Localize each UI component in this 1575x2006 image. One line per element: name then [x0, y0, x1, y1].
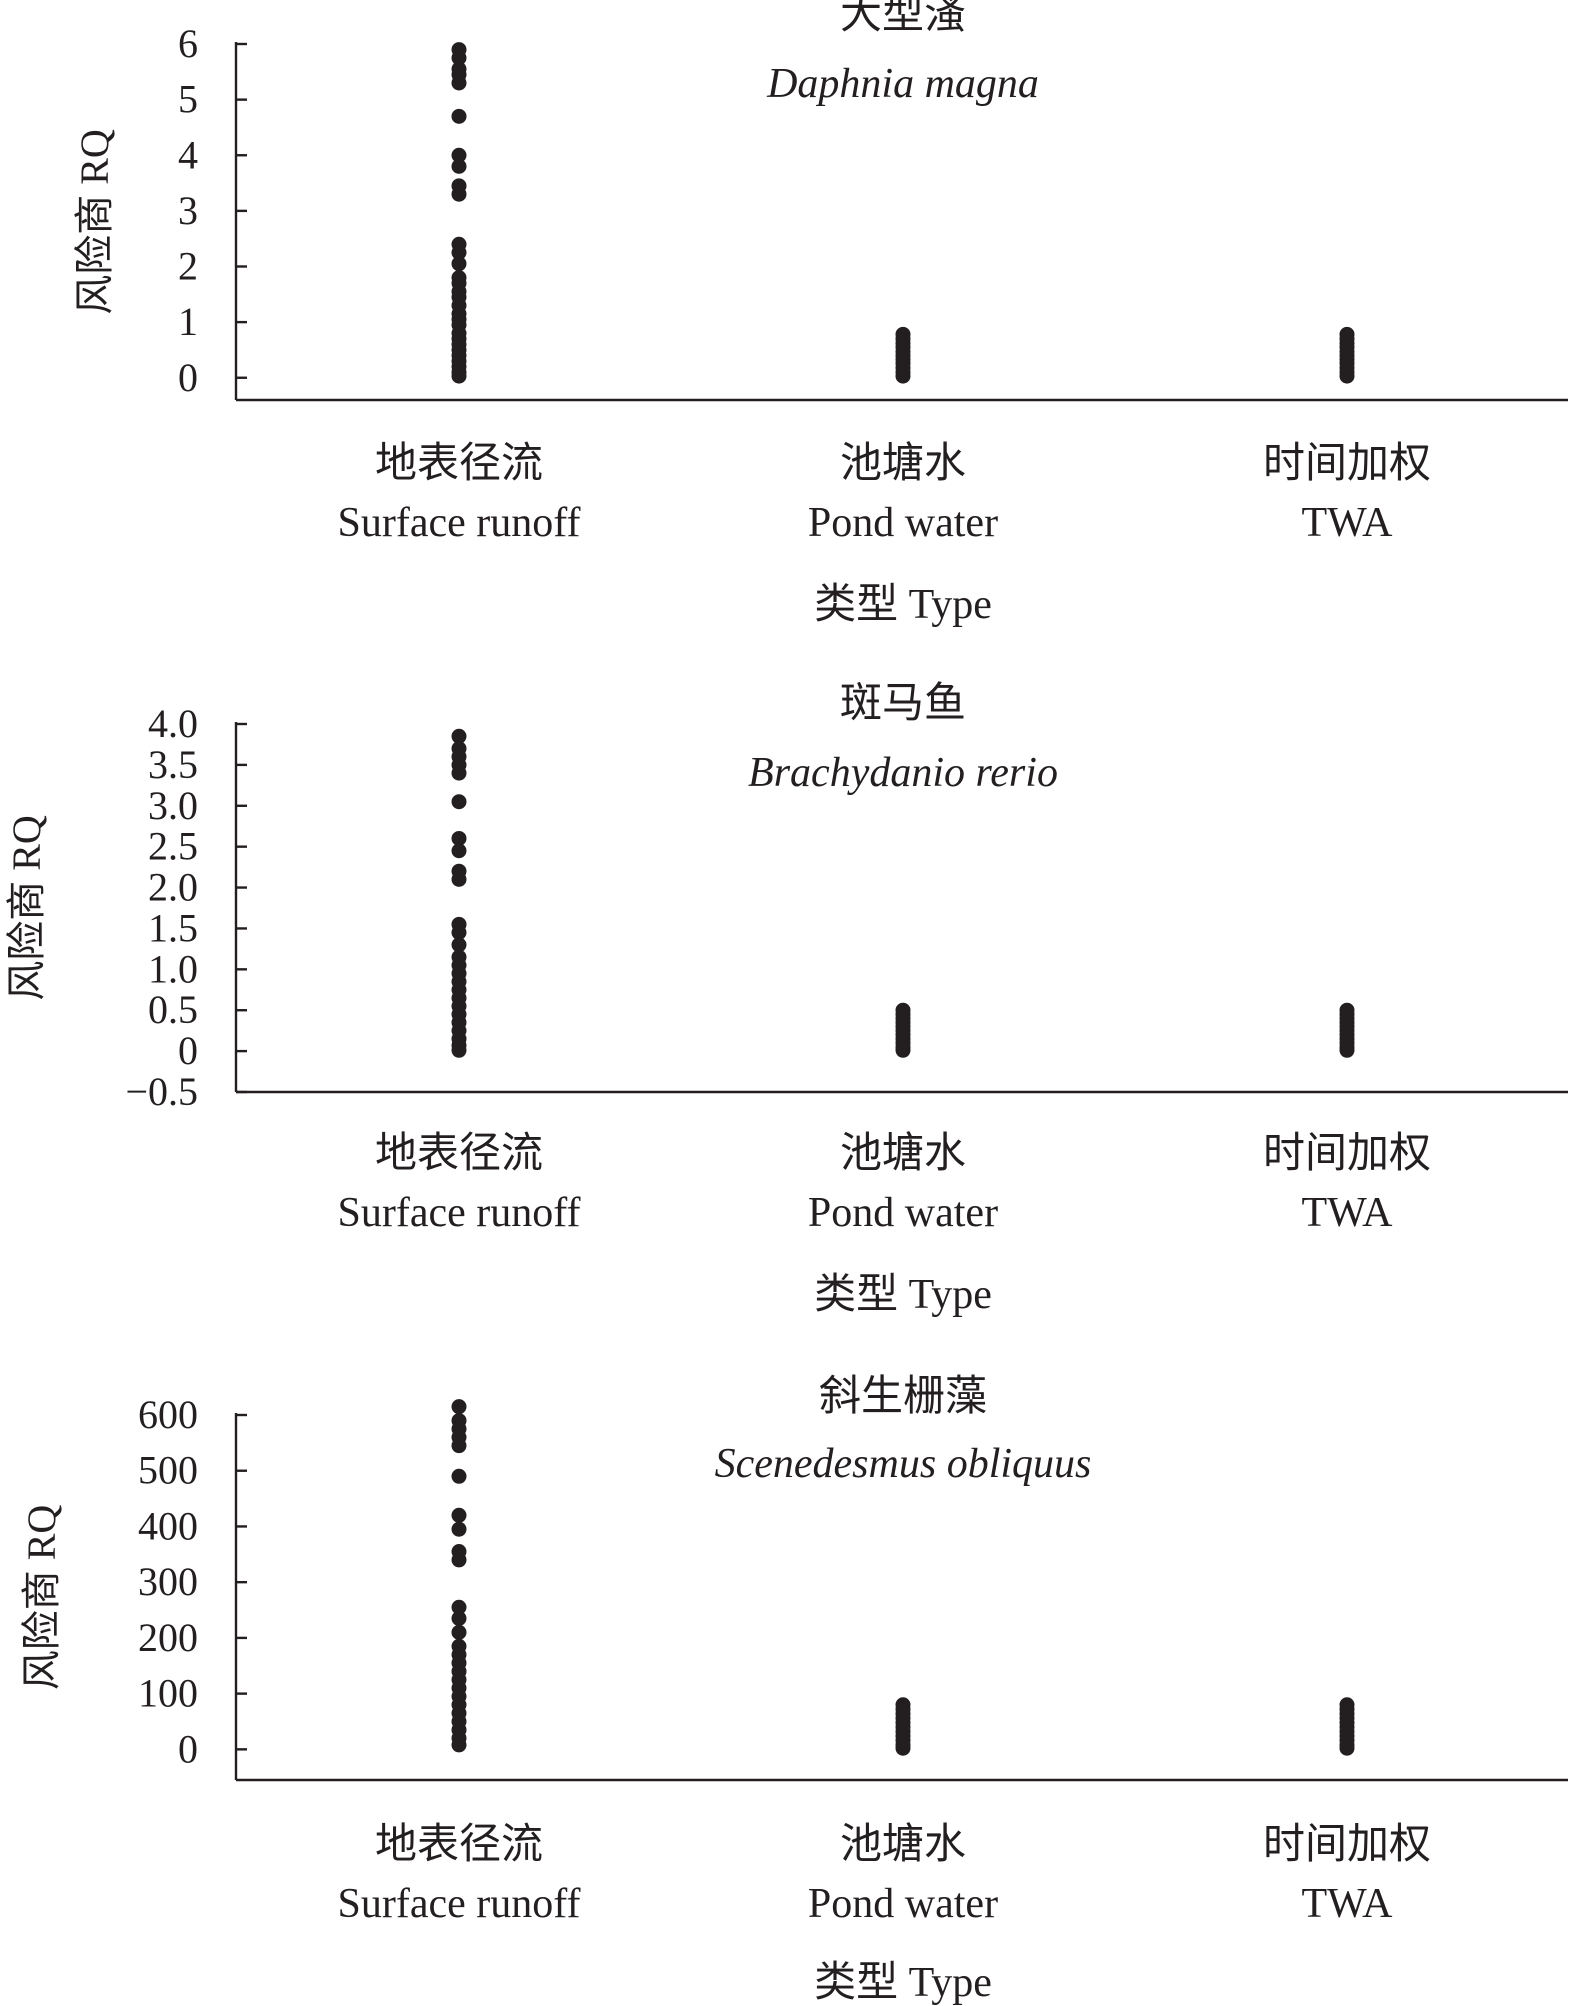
y-tick-label: 6: [178, 21, 198, 66]
y-tick-label: 2.0: [148, 865, 198, 910]
data-point: [451, 843, 467, 859]
chart-title: 斜生栅藻: [819, 1374, 987, 1420]
data-point: [451, 765, 467, 781]
data-point: [451, 1737, 467, 1753]
x-category-label-cn: 地表径流: [375, 441, 543, 487]
chart-subtitle: Scenedesmus obliquus: [715, 1441, 1092, 1487]
y-tick-label: 400: [138, 1503, 198, 1548]
y-tick-label: 0.5: [148, 987, 198, 1032]
x-category-label-cn: 池塘水: [840, 1130, 966, 1177]
data-point: [895, 1740, 911, 1756]
data-point: [451, 728, 467, 744]
y-axis-title: 风险商 RQ: [19, 1505, 64, 1691]
chart-subtitle: Daphnia magna: [766, 61, 1039, 107]
chart-panel-1: 0 1 2 3 4 5 6 风险商 RQ 大型溞 Daphnia magna 地表径流 Surface…: [72, 0, 1568, 628]
data-point: [451, 1438, 467, 1454]
data-point: [451, 50, 467, 66]
data-point: [451, 1042, 467, 1058]
x-axis-title: 类型 Type: [814, 1272, 992, 1318]
data-point: [451, 794, 467, 810]
x-category-label-en: Pond water: [808, 1190, 998, 1236]
y-tick-label: 300: [138, 1559, 198, 1604]
x-category-label-en: Pond water: [808, 1881, 998, 1927]
y-tick-label: 0: [178, 1726, 198, 1771]
data-point: [451, 108, 467, 124]
data-point: [451, 75, 467, 91]
data-point: [895, 368, 911, 384]
data-point: [895, 1042, 911, 1058]
data-point: [1339, 1740, 1355, 1756]
chart-subtitle: Brachydanio rerio: [748, 750, 1058, 796]
data-point: [451, 147, 467, 163]
y-axis-title: 风险商 RQ: [72, 129, 117, 315]
y-tick-label: 4.0: [148, 701, 198, 746]
x-category-label-cn: 池塘水: [840, 440, 966, 487]
x-axis-title: 类型 Type: [814, 1960, 992, 2006]
y-tick-label: 1.0: [148, 946, 198, 991]
chart-panel-3: 0 100 200 300 400 500 600 风险商 RQ 斜生栅藻 Scenedesmus…: [19, 1374, 1568, 2006]
data-point: [451, 158, 467, 174]
data-point: [451, 1507, 467, 1523]
data-point: [451, 256, 467, 272]
x-category-label-cn: 时间加权: [1263, 441, 1431, 487]
x-category-label-cn: 时间加权: [1263, 1131, 1431, 1177]
data-point: [451, 937, 467, 953]
y-tick-label: 3.0: [148, 783, 198, 828]
x-category-label-en: TWA: [1302, 1190, 1394, 1236]
y-tick-label: 200: [138, 1615, 198, 1660]
data-point: [451, 830, 467, 846]
y-tick-label: 100: [138, 1671, 198, 1716]
chart-title: 斑马鱼: [840, 681, 966, 727]
data-point: [451, 1552, 467, 1568]
data-point: [451, 368, 467, 384]
y-tick-label: −0.5: [125, 1069, 198, 1114]
data-point: [451, 1610, 467, 1626]
y-tick-label: 500: [138, 1448, 198, 1493]
y-tick-label: 0: [178, 1028, 198, 1073]
x-axis-title: 类型 Type: [814, 582, 992, 628]
y-tick-label: 4: [178, 132, 198, 177]
x-category-label-cn: 池塘水: [840, 1821, 966, 1868]
x-category-label-en: Pond water: [808, 500, 998, 546]
y-tick-label: 2: [178, 244, 198, 289]
data-point: [451, 1468, 467, 1484]
data-point: [451, 1399, 467, 1415]
data-point: [451, 1624, 467, 1640]
y-tick-label: 0: [178, 355, 198, 400]
x-category-label-en: TWA: [1302, 500, 1394, 546]
x-category-label-cn: 时间加权: [1263, 1822, 1431, 1868]
x-category-label-en: Surface runoff: [338, 1190, 581, 1236]
data-point: [451, 186, 467, 202]
data-point: [1339, 368, 1355, 384]
data-point: [451, 925, 467, 941]
data-point: [451, 245, 467, 261]
x-category-label-cn: 地表径流: [375, 1822, 543, 1868]
data-point: [451, 871, 467, 887]
x-category-label-en: TWA: [1302, 1881, 1394, 1927]
data-point: [1339, 1042, 1355, 1058]
chart-panel-2: −0.500.51.01.52.02.53.03.54.0 风险商 RQ 斑马鱼 Br…: [4, 681, 1568, 1318]
data-point: [451, 1599, 467, 1615]
y-axis-title: 风险商 RQ: [4, 815, 49, 1001]
y-tick-label: 3.5: [148, 742, 198, 787]
y-tick-label: 2.5: [148, 824, 198, 869]
x-category-label-cn: 地表径流: [375, 1131, 543, 1177]
y-tick-label: 1.5: [148, 905, 198, 950]
data-point: [451, 1521, 467, 1537]
y-tick-label: 5: [178, 77, 198, 122]
chart-title: 大型溞: [840, 0, 966, 38]
x-category-label-en: Surface runoff: [338, 500, 581, 546]
y-tick-label: 600: [138, 1392, 198, 1437]
y-tick-label: 1: [178, 299, 198, 344]
y-tick-label: 3: [178, 188, 198, 233]
x-category-label-en: Surface runoff: [338, 1881, 581, 1927]
